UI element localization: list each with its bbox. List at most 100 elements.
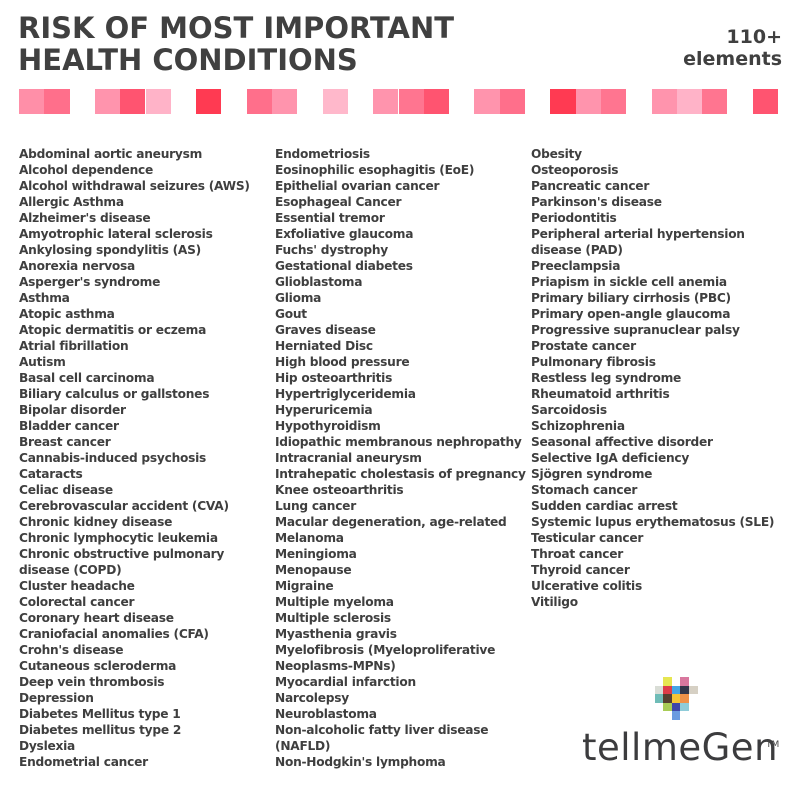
decorative-square bbox=[272, 89, 298, 114]
decorative-square bbox=[373, 89, 399, 114]
condition-item: Crohn's disease bbox=[19, 643, 124, 657]
condition-item: Pancreatic cancer bbox=[531, 179, 650, 193]
condition-item: Thyroid cancer bbox=[531, 563, 630, 577]
condition-item: Macular degeneration, age-related bbox=[275, 515, 507, 529]
condition-item: Preeclampsia bbox=[531, 259, 621, 273]
condition-item: Celiac disease bbox=[19, 483, 113, 497]
condition-item: Cannabis-induced psychosis bbox=[19, 451, 207, 465]
decorative-square bbox=[752, 89, 778, 114]
condition-item: Migraine bbox=[275, 579, 334, 593]
conditions-column-2: Endometriosis Eosinophilic esophagitis (E… bbox=[275, 146, 526, 770]
decorative-square bbox=[676, 89, 703, 114]
condition-item: Myocardial infarction bbox=[275, 675, 416, 689]
logo-mosaic-cell bbox=[663, 702, 672, 712]
logo-mosaic-cell bbox=[654, 694, 664, 703]
condition-item: Myelofibrosis (Myeloproliferative bbox=[275, 643, 496, 657]
condition-item: Herniated Disc bbox=[275, 339, 373, 353]
condition-item: Endometrial cancer bbox=[19, 755, 148, 769]
condition-item: Eosinophilic esophagitis (EoE) bbox=[275, 163, 475, 177]
condition-item: Epithelial ovarian cancer bbox=[275, 179, 440, 193]
title-line-1: RISK OF MOST IMPORTANT bbox=[18, 11, 455, 45]
condition-item: Amyotrophic lateral sclerosis bbox=[19, 227, 213, 241]
condition-item: Cataracts bbox=[19, 467, 83, 481]
condition-item: Multiple myeloma bbox=[275, 595, 394, 609]
condition-item: Primary open-angle glaucoma bbox=[531, 307, 731, 321]
condition-item: Chronic obstructive pulmonary bbox=[19, 547, 225, 561]
logo-mosaic-cell bbox=[680, 702, 689, 712]
condition-item: High blood pressure bbox=[275, 355, 410, 369]
condition-item: Hypertriglyceridemia bbox=[275, 387, 416, 401]
decorative-square bbox=[423, 89, 450, 114]
decorative-square bbox=[550, 89, 576, 114]
decorative-square bbox=[196, 89, 222, 114]
condition-item: Periodontitis bbox=[531, 211, 617, 225]
trademark-symbol: TM bbox=[766, 740, 780, 750]
condition-item: Atrial fibrillation bbox=[19, 339, 129, 353]
condition-item: Essential tremor bbox=[275, 211, 385, 225]
condition-item: Sudden cardiac arrest bbox=[531, 499, 678, 513]
condition-item: disease (PAD) bbox=[531, 243, 623, 257]
condition-item: Cerebrovascular accident (CVA) bbox=[19, 499, 229, 513]
logo-mosaic-cell bbox=[671, 711, 681, 720]
condition-item: Selective IgA deficiency bbox=[531, 451, 690, 465]
condition-item: Colorectal cancer bbox=[19, 595, 135, 609]
decorative-square bbox=[246, 89, 272, 114]
condition-item: Non-Hodgkin's lymphoma bbox=[275, 755, 446, 769]
condition-item: Pulmonary fibrosis bbox=[531, 355, 656, 369]
logo-mosaic-icon bbox=[646, 677, 702, 733]
condition-item: Neuroblastoma bbox=[275, 707, 377, 721]
condition-item: Cutaneous scleroderma bbox=[19, 659, 177, 673]
condition-item: Asthma bbox=[19, 291, 70, 305]
condition-item: Testicular cancer bbox=[531, 531, 644, 545]
condition-item: Priapism in sickle cell anemia bbox=[531, 275, 727, 289]
condition-item: Fuchs' dystrophy bbox=[275, 243, 389, 257]
decorative-square-strip bbox=[0, 89, 800, 114]
condition-item: Chronic kidney disease bbox=[19, 515, 173, 529]
conditions-column-3: Obesity Osteoporosis Pancreatic cancer Park… bbox=[531, 146, 774, 610]
condition-item: Melanoma bbox=[275, 531, 344, 545]
decorative-square bbox=[474, 89, 500, 114]
logo-wordmark: tellmeGen bbox=[582, 726, 779, 769]
count-value: 110+ bbox=[726, 26, 782, 48]
condition-item: Diabetes Mellitus type 1 bbox=[19, 707, 181, 721]
condition-item: Stomach cancer bbox=[531, 483, 638, 497]
condition-item: Graves disease bbox=[275, 323, 376, 337]
logo-mosaic-cell bbox=[671, 694, 681, 703]
condition-item: Abdominal aortic aneurysm bbox=[19, 147, 203, 161]
condition-item: Atopic asthma bbox=[19, 307, 115, 321]
condition-item: Cluster headache bbox=[19, 579, 135, 593]
condition-item: Obesity bbox=[531, 147, 582, 161]
condition-item: Sjögren syndrome bbox=[531, 467, 653, 481]
condition-item: Glioma bbox=[275, 291, 322, 305]
decorative-square bbox=[575, 89, 601, 114]
condition-item: Glioblastoma bbox=[275, 275, 363, 289]
condition-item: Ulcerative colitis bbox=[531, 579, 642, 593]
decorative-square bbox=[322, 89, 348, 114]
condition-item: Bladder cancer bbox=[19, 419, 119, 433]
condition-item: Narcolepsy bbox=[275, 691, 349, 705]
condition-item: Deep vein thrombosis bbox=[19, 675, 165, 689]
decorative-square bbox=[600, 89, 627, 114]
condition-item: Prostate cancer bbox=[531, 339, 636, 353]
conditions-column-1: Abdominal aortic aneurysm Alcohol depende… bbox=[19, 146, 250, 770]
condition-item: Vitiligo bbox=[531, 595, 578, 609]
title-line-2: HEALTH CONDITIONS bbox=[18, 43, 358, 77]
condition-item: Myasthenia gravis bbox=[275, 627, 397, 641]
condition-item: Neoplasms-MPNs) bbox=[275, 659, 396, 673]
count-label: elements bbox=[683, 48, 782, 70]
condition-item: Alcohol withdrawal seizures (AWS) bbox=[19, 179, 250, 193]
condition-item: Lung cancer bbox=[275, 499, 356, 513]
decorative-square bbox=[499, 89, 525, 114]
condition-item: Asperger's syndrome bbox=[19, 275, 161, 289]
condition-item: Depression bbox=[19, 691, 94, 705]
logo-mosaic-cell bbox=[680, 677, 689, 686]
condition-item: Rheumatoid arthritis bbox=[531, 387, 670, 401]
decorative-square bbox=[651, 89, 677, 114]
element-count: 110+ elements bbox=[683, 26, 782, 70]
condition-item: Exfoliative glaucoma bbox=[275, 227, 414, 241]
condition-item: Meningioma bbox=[275, 547, 357, 561]
condition-item: Breast cancer bbox=[19, 435, 111, 449]
condition-item: Non-alcoholic fatty liver disease bbox=[275, 723, 489, 737]
decorative-square bbox=[19, 89, 45, 114]
condition-item: Throat cancer bbox=[531, 547, 624, 561]
